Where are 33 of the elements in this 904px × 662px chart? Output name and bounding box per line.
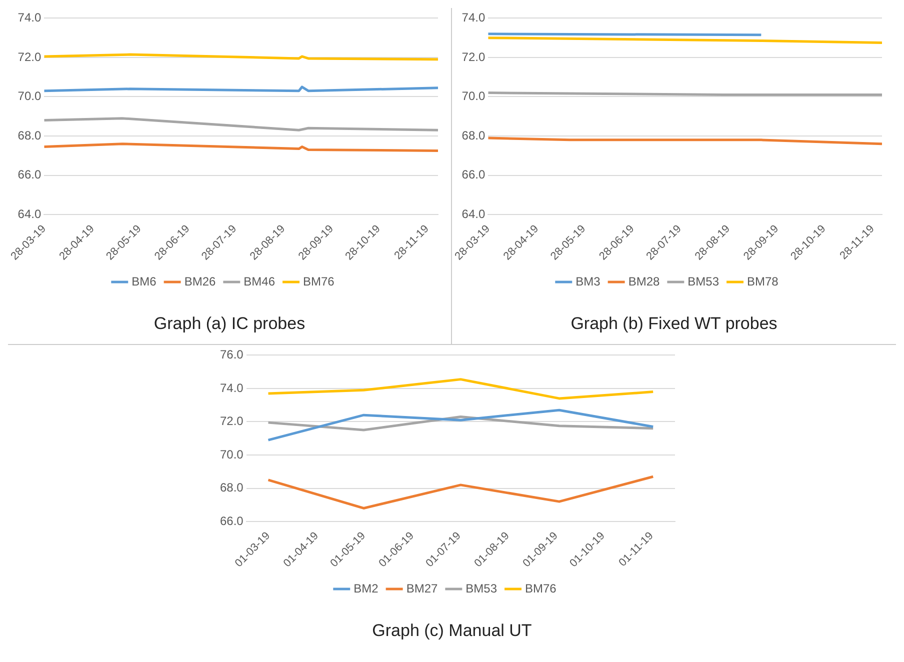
y-tick-label: 72.0: [462, 50, 486, 64]
y-tick-label: 72.0: [220, 414, 244, 428]
y-tick-label: 72.0: [17, 50, 41, 64]
y-tick-label: 66.0: [220, 514, 244, 528]
legend-label: BM46: [243, 274, 275, 288]
y-tick-label: 70.0: [462, 89, 486, 104]
legend-label: BM53: [688, 274, 720, 288]
y-tick-label: 66.0: [17, 168, 41, 182]
text: Graph (b) Fixed WT probes: [570, 313, 778, 335]
text: Graph (a) IC probes: [154, 313, 306, 335]
legend-label: BM3: [576, 274, 601, 288]
text: Graph (c) Manual UT: [372, 620, 532, 642]
y-tick-label: 74.0: [462, 10, 486, 25]
y-tick-label: 68.0: [220, 480, 244, 495]
legend-label: BM76: [525, 581, 557, 596]
legend-label: BM2: [354, 581, 379, 596]
y-tick-label: 70.0: [17, 89, 41, 104]
legend-label: BM27: [406, 581, 438, 596]
y-tick-label: 76.0: [220, 348, 244, 362]
legend-label: BM78: [747, 274, 779, 288]
legend-label: BM26: [184, 274, 216, 288]
y-tick-label: 70.0: [220, 447, 244, 462]
y-tick-label: 68.0: [17, 128, 41, 142]
legend-label: BM6: [131, 274, 156, 288]
legend-label: BM28: [628, 274, 660, 288]
y-tick-label: 64.0: [462, 206, 486, 221]
y-tick-label: 74.0: [220, 380, 244, 395]
y-tick-label: 66.0: [462, 168, 486, 182]
y-tick-label: 68.0: [462, 128, 486, 142]
legend-label: BM76: [302, 274, 334, 288]
legend-label: BM53: [466, 581, 498, 596]
y-tick-label: 64.0: [17, 206, 41, 221]
y-tick-label: 74.0: [17, 10, 41, 25]
